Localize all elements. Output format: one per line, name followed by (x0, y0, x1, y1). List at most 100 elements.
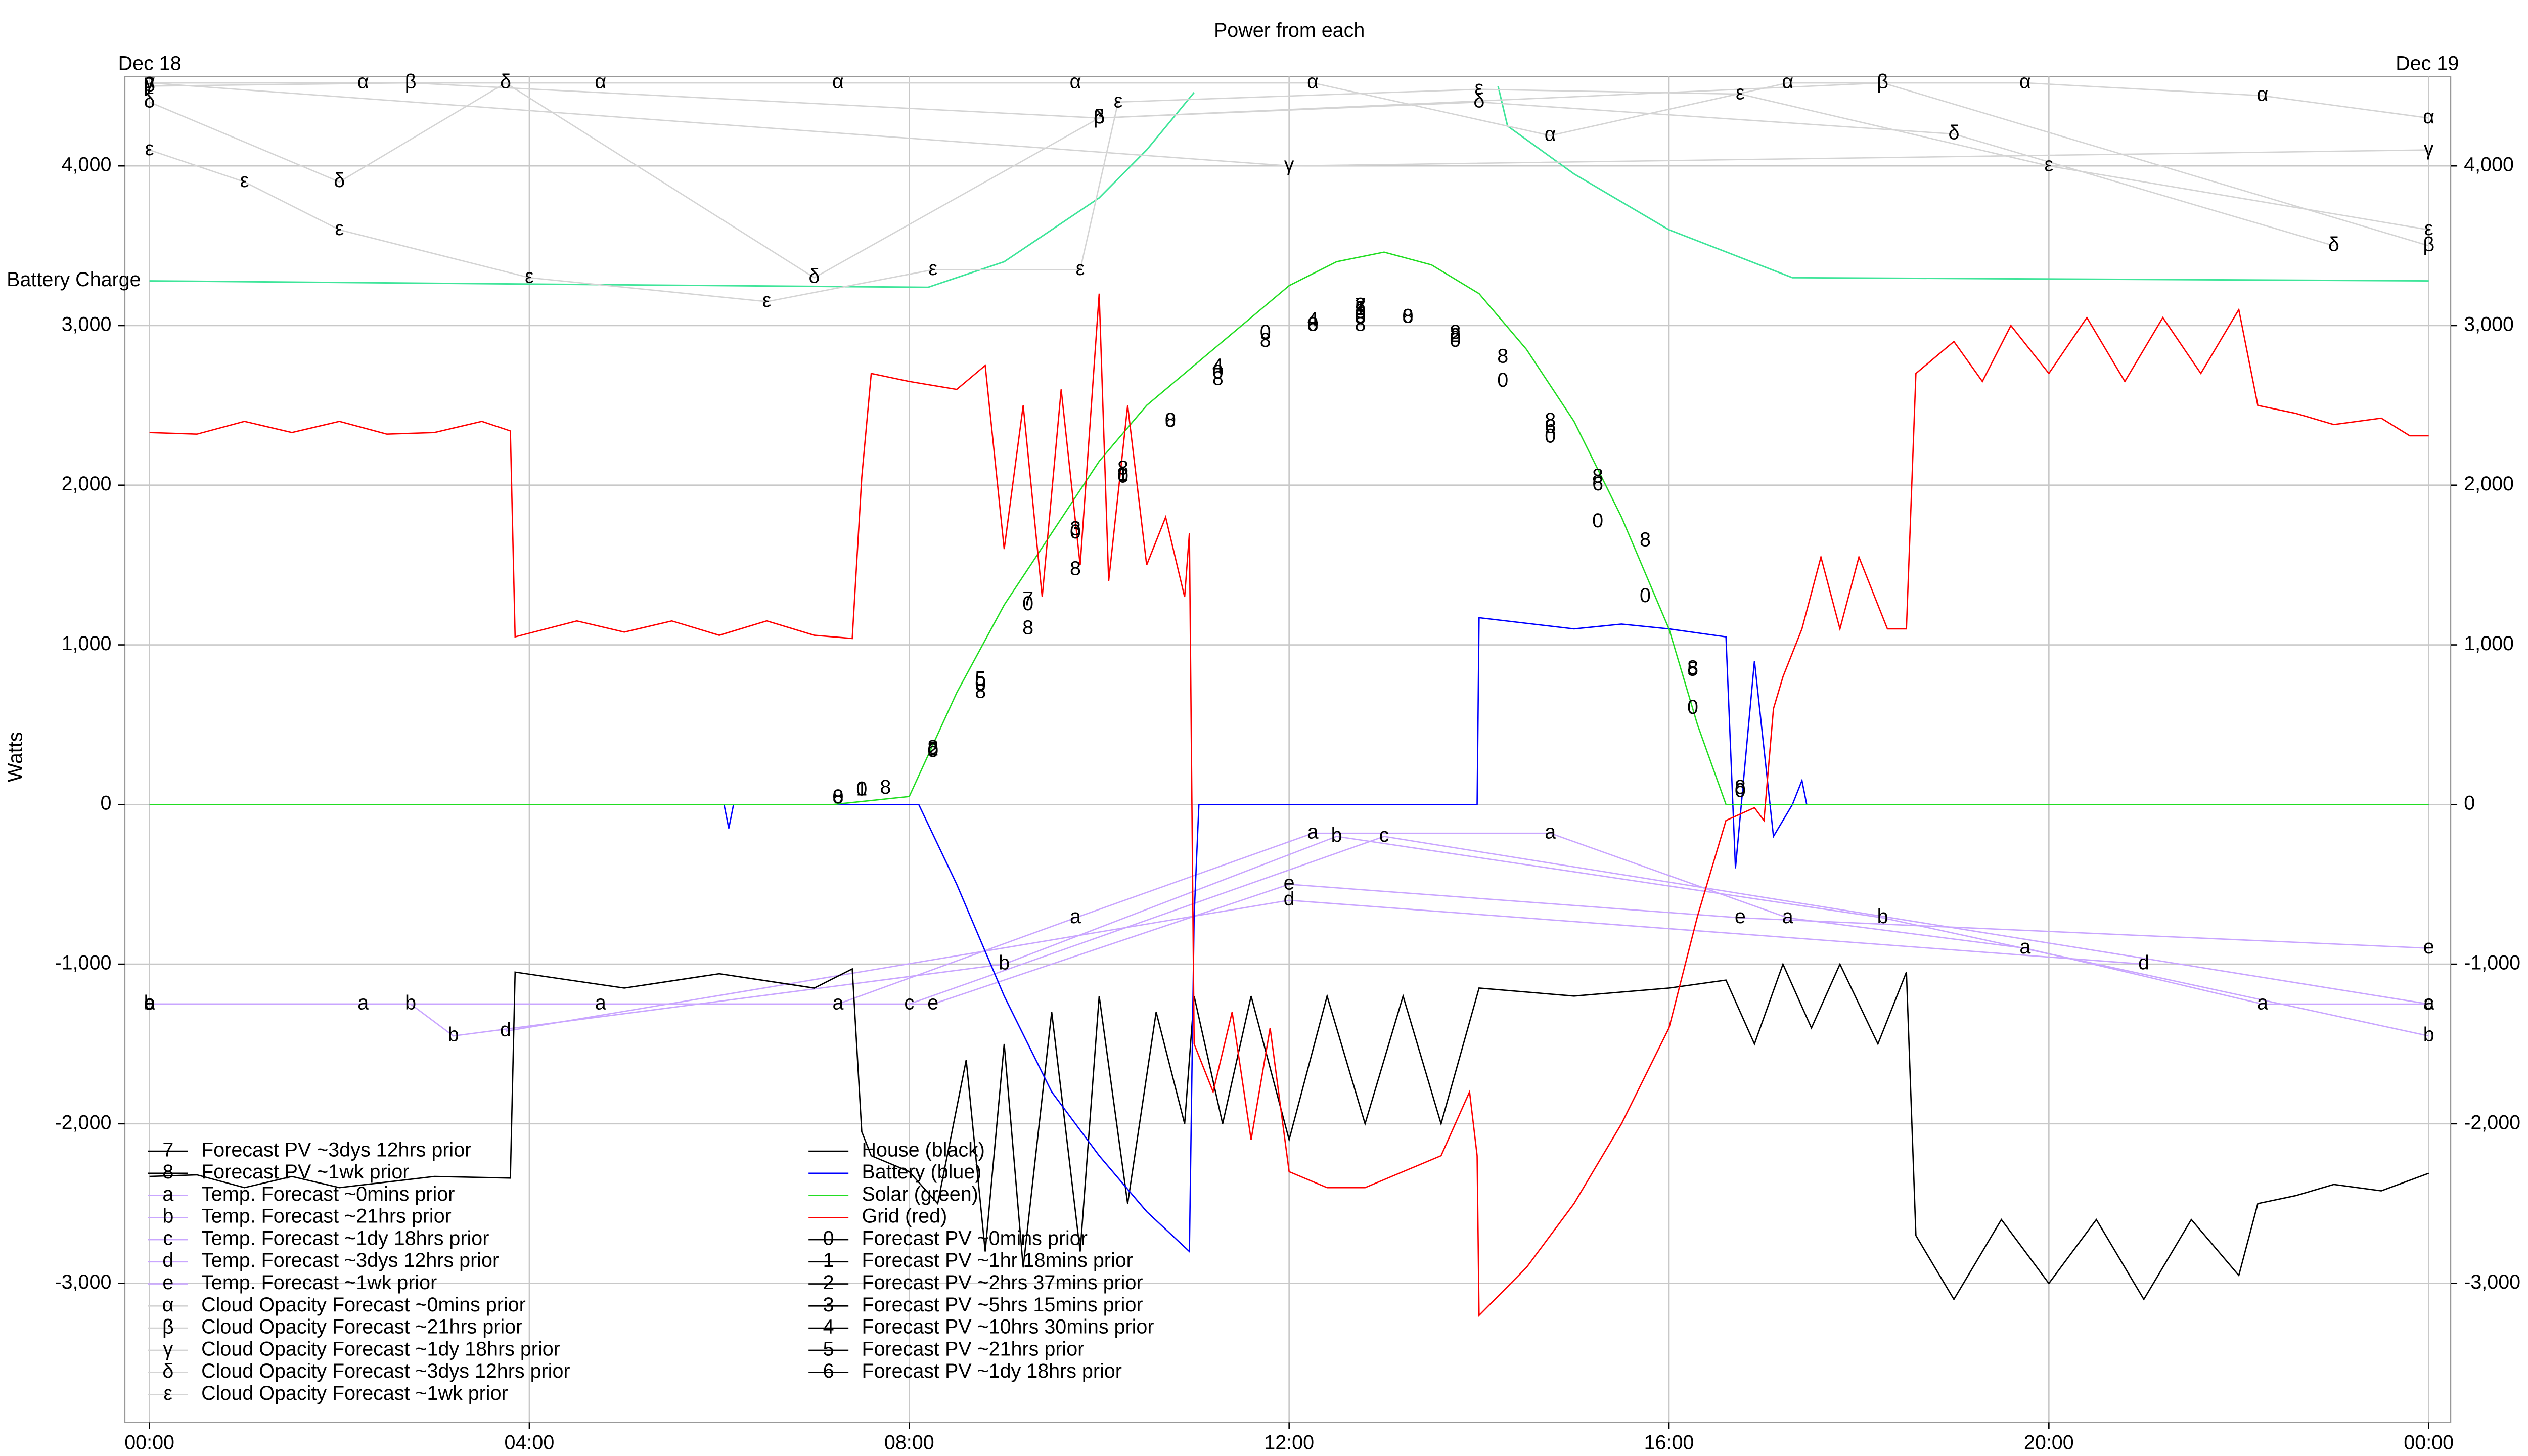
point-marker: ε (525, 265, 534, 288)
point-marker: δ (808, 265, 820, 288)
point-marker: e (2423, 936, 2434, 958)
point-marker: 7 (1355, 294, 1366, 316)
point-marker: a (357, 991, 369, 1014)
point-marker: β (144, 74, 155, 96)
point-marker: b (1331, 824, 1342, 846)
point-marker: ε (1475, 77, 1484, 99)
x-tick-label: 00:00 (124, 1432, 174, 1454)
legend-marker: 2 (823, 1271, 834, 1294)
y-tick-label: 0 (2464, 792, 2475, 814)
legend-label: Forecast PV ~5hrs 15mins prior (862, 1294, 1143, 1316)
point-marker: α (595, 70, 606, 93)
point-marker: 2 (1355, 294, 1366, 316)
y-tick-label: -1,000 (55, 952, 112, 974)
point-marker: 0 (1497, 369, 1508, 391)
legend-label: Grid (red) (862, 1205, 947, 1227)
point-marker: a (2423, 991, 2434, 1014)
legend-label: Temp. Forecast ~0mins prior (201, 1183, 455, 1205)
point-marker: a (1545, 821, 1556, 843)
point-marker: 0 (1355, 305, 1366, 328)
battery-charge-label: Battery Charge (7, 268, 141, 291)
series-line (149, 82, 2429, 136)
point-marker: 8 (1497, 345, 1508, 368)
legend-label: Cloud Opacity Forecast ~0mins prior (201, 1294, 526, 1316)
y-tick-label: 1,000 (2464, 632, 2514, 655)
point-marker: δ (1094, 106, 1105, 128)
point-marker: 0 (1307, 313, 1319, 335)
point-marker: β (2423, 234, 2434, 256)
legend-marker: c (163, 1227, 173, 1249)
point-marker: ε (1076, 257, 1085, 280)
point-marker: 4 (1307, 308, 1319, 331)
legend-label: House (black) (862, 1139, 984, 1161)
point-marker: γ (2424, 138, 2434, 160)
series-line (149, 962, 2429, 1301)
point-marker: 5 (1355, 297, 1366, 320)
point-marker: 0 (1212, 361, 1224, 383)
point-marker: 0 (1687, 696, 1698, 718)
legend-label: Forecast PV ~10hrs 30mins prior (862, 1316, 1154, 1338)
point-marker: b (999, 952, 1010, 974)
y-tick-label: 3,000 (2464, 313, 2514, 335)
legend-marker: 5 (823, 1338, 834, 1360)
point-marker: 8 (1022, 616, 1033, 639)
point-marker: ε (1114, 89, 1123, 112)
legend-label: Forecast PV ~21hrs prior (862, 1338, 1084, 1360)
point-marker: ε (2424, 217, 2433, 240)
legend-label: Forecast PV ~1dy 18hrs prior (862, 1360, 1121, 1382)
point-marker: ε (240, 169, 249, 192)
legend-label: Temp. Forecast ~3dys 12hrs prior (201, 1249, 499, 1271)
legend-marker: b (162, 1205, 173, 1227)
point-marker: 4 (1212, 354, 1224, 377)
legend-marker: 0 (823, 1227, 834, 1249)
point-marker: a (144, 991, 155, 1014)
y-tick-label: 2,000 (62, 473, 112, 495)
point-marker: β (405, 70, 417, 93)
point-marker: 0 (1260, 321, 1271, 343)
point-marker: 3 (1070, 518, 1081, 540)
point-marker: e (1284, 872, 1295, 894)
point-marker: 1 (856, 778, 867, 800)
point-marker: ε (145, 138, 154, 160)
point-marker: α (2019, 70, 2031, 93)
point-marker: 7 (1022, 588, 1033, 610)
series-line (149, 293, 2429, 1317)
y-tick-label: 4,000 (2464, 154, 2514, 176)
legend-marker: 8 (162, 1161, 173, 1183)
legend-label: Battery (blue) (862, 1161, 981, 1183)
y-tick-label: 3,000 (62, 313, 112, 335)
point-marker: b (144, 991, 155, 1014)
point-marker: ε (928, 257, 937, 280)
point-marker: 2 (927, 738, 938, 760)
point-marker: 0 (1592, 510, 1603, 532)
point-marker: a (1782, 905, 1793, 928)
point-marker: 0 (1070, 521, 1081, 543)
legend-label: Solar (green) (862, 1183, 978, 1205)
point-marker: ε (1736, 82, 1745, 104)
point-marker: α (2423, 106, 2434, 128)
point-marker: 1 (1117, 463, 1128, 485)
point-marker: 8 (1165, 409, 1176, 431)
point-marker: 8 (880, 776, 891, 798)
legend-marker: d (162, 1249, 173, 1271)
x-tick-label: 00:00 (2404, 1432, 2454, 1454)
y-tick-label: -3,000 (2464, 1271, 2520, 1293)
y-tick-label: 2,000 (2464, 473, 2514, 495)
point-marker: α (357, 70, 369, 93)
point-marker: a (1070, 905, 1081, 928)
point-marker: 0 (1450, 329, 1461, 351)
point-marker: 5 (1687, 658, 1698, 680)
legend: 7 Forecast PV ~3dys 12hrs prior 8 Forecast … (148, 1139, 1154, 1404)
legend-marker: 1 (823, 1249, 834, 1271)
point-marker: 8 (1545, 409, 1556, 431)
point-marker: b (2423, 1024, 2434, 1046)
x-tick-label: 12:00 (1264, 1432, 1314, 1454)
point-marker: α (144, 70, 155, 93)
date-label: Dec 19 (2396, 53, 2459, 75)
legend-marker: 7 (162, 1139, 173, 1161)
point-marker: 0 (1165, 409, 1176, 431)
point-marker: 8 (1640, 529, 1651, 551)
legend-label: Cloud Opacity Forecast ~21hrs prior (201, 1316, 522, 1338)
